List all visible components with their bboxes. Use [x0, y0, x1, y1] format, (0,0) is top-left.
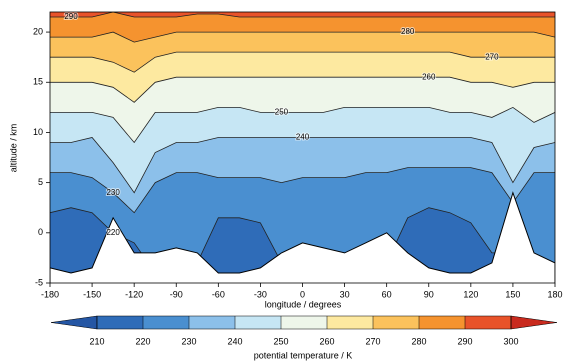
- contour-line: [50, 31, 555, 43]
- colorbar-tick-label: 250: [273, 336, 288, 346]
- colorbar-segment: [373, 316, 419, 329]
- colorbar-tick-label: 220: [135, 336, 150, 346]
- colorbar-segment: [97, 316, 143, 329]
- colorbar-tick-label: 270: [365, 336, 380, 346]
- contour-label: 280: [401, 27, 415, 36]
- x-axis-label: longitude / degrees: [265, 299, 342, 309]
- contour-label: 260: [422, 72, 436, 81]
- x-tick-label: -120: [125, 289, 143, 299]
- colorbar-tick-label: 240: [227, 336, 242, 346]
- x-tick-label: 180: [547, 289, 562, 299]
- colorbar-segment: [189, 316, 235, 329]
- contour-label: 220: [106, 228, 120, 237]
- contour-line: [50, 76, 555, 103]
- colorbar-segment: [419, 316, 465, 329]
- x-tick-label: -60: [212, 289, 225, 299]
- colorbar-label: potential temperature / K: [254, 350, 353, 360]
- contour-line: [50, 106, 555, 144]
- colorbar-segment: [50, 315, 98, 330]
- x-tick-label: -150: [83, 289, 101, 299]
- colorbar-segment: [143, 316, 189, 329]
- colorbar-segment: [327, 316, 373, 329]
- x-tick-label: 30: [340, 289, 350, 299]
- colorbar-tick-label: 290: [457, 336, 472, 346]
- y-tick-label: 10: [33, 127, 43, 137]
- colorbar-segment: [510, 315, 558, 330]
- contour-label: 250: [275, 107, 289, 116]
- plot-area: 220 230 240 250 260 270 280 290: [50, 12, 555, 283]
- x-tick-label: -30: [254, 289, 267, 299]
- x-tick-label: -90: [170, 289, 183, 299]
- contour-label: 290: [64, 12, 78, 21]
- y-tick-label: 15: [33, 77, 43, 87]
- contour-label: 230: [106, 188, 120, 197]
- colorbar-tick-label: 300: [503, 336, 518, 346]
- x-tick-label: 120: [463, 289, 478, 299]
- colorbar-tick-label: 260: [319, 336, 334, 346]
- colorbar-tick-label: 280: [411, 336, 426, 346]
- contour-label: 240: [296, 133, 310, 142]
- contour-line: [50, 12, 555, 18]
- contour-label: 270: [485, 52, 499, 61]
- terrain: [50, 191, 555, 283]
- x-tick-label: -180: [41, 289, 59, 299]
- colorbar-segment: [465, 316, 511, 329]
- x-tick-label: 0: [300, 289, 305, 299]
- y-tick-label: 5: [38, 177, 43, 187]
- x-tick-label: 60: [382, 289, 392, 299]
- contour-line: [50, 51, 555, 73]
- contour-band: [50, 12, 555, 43]
- x-tick-label: 90: [424, 289, 434, 299]
- y-tick-label: 0: [38, 227, 43, 237]
- y-axis-label: altitude / km: [8, 124, 18, 173]
- x-tick-label: 150: [505, 289, 520, 299]
- y-tick-label: -5: [35, 277, 43, 287]
- contour-band: [50, 12, 555, 17]
- colorbar-tick-label: 210: [89, 336, 104, 346]
- contour-line: [50, 167, 555, 214]
- contour-line: [50, 137, 555, 194]
- colorbar-segment: [235, 316, 281, 329]
- y-tick-label: 20: [33, 26, 43, 36]
- colorbar-segment: [281, 316, 327, 329]
- colorbar-tick-label: 230: [181, 336, 196, 346]
